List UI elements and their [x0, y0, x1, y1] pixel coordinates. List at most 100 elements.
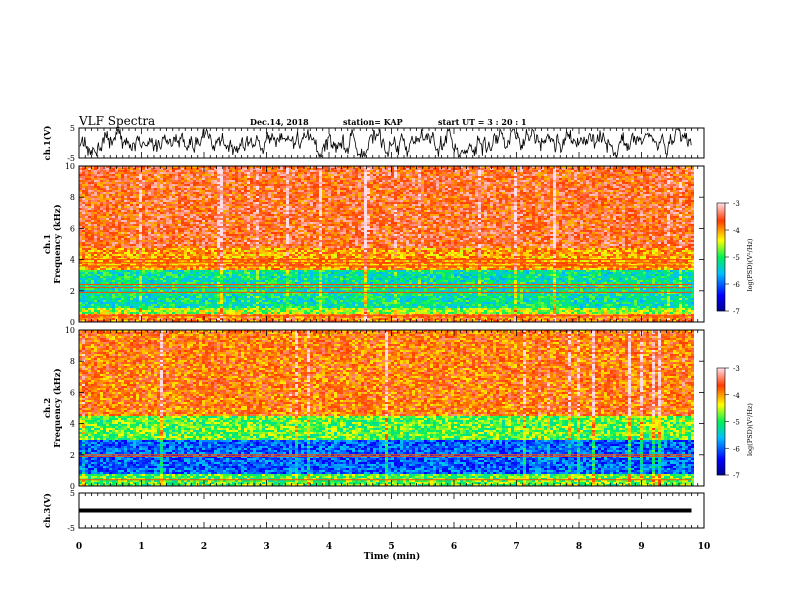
- spectrogram-cell: [253, 220, 256, 222]
- spectrogram-cell: [232, 214, 235, 216]
- spectrogram-cell: [109, 274, 112, 276]
- spectrogram-cell: [94, 294, 97, 296]
- spectrogram-cell: [235, 238, 238, 240]
- spectrogram-cell: [151, 204, 154, 206]
- spectrogram-cell: [199, 210, 202, 212]
- spectrogram-cell: [193, 220, 196, 222]
- spectrogram-cell: [199, 180, 202, 182]
- spectrogram-cell: [133, 206, 136, 208]
- spectrogram-cell: [190, 216, 193, 218]
- spectrogram-cell: [196, 250, 199, 252]
- spectrogram-cell: [205, 204, 208, 206]
- spectrogram-cell: [115, 272, 118, 274]
- spectrogram-cell: [247, 300, 250, 302]
- spectrogram-cell: [214, 210, 217, 212]
- spectrogram-cell: [157, 188, 160, 190]
- spectrogram-cell: [232, 312, 235, 314]
- spectrogram-cell: [196, 180, 199, 182]
- spectrogram-cell: [115, 270, 118, 272]
- spectrogram-cell: [208, 178, 211, 180]
- spectrogram-cell: [94, 276, 97, 278]
- spectrogram-cell: [169, 188, 172, 190]
- spectrogram-cell: [250, 222, 253, 224]
- spectrogram-cell: [103, 176, 106, 178]
- spectrogram-cell: [187, 214, 190, 216]
- spectrogram-cell: [247, 272, 250, 274]
- spectrogram-cell: [145, 232, 148, 234]
- spectrogram-cell: [196, 214, 199, 216]
- spectrogram-cell: [157, 294, 160, 296]
- spectrogram-cell: [124, 222, 127, 224]
- spectrogram-cell: [145, 238, 148, 240]
- spectrogram-cell: [262, 214, 265, 216]
- spectrogram-cell: [142, 180, 145, 182]
- spectrogram-cell: [184, 210, 187, 212]
- spectrogram-cell: [235, 306, 238, 308]
- spectrogram-cell: [139, 190, 142, 192]
- spectrogram-cell: [85, 172, 88, 174]
- spectrogram-cell: [244, 308, 247, 310]
- spectrogram-cell: [151, 212, 154, 214]
- spectrogram-cell: [130, 238, 133, 240]
- spectrogram-cell: [256, 288, 259, 290]
- spectrogram-cell: [208, 196, 211, 198]
- spectrogram-cell: [199, 278, 202, 280]
- spectrogram-cell: [127, 210, 130, 212]
- spectrogram-cell: [91, 254, 94, 256]
- spectrogram-cell: [253, 310, 256, 312]
- spectrogram-cell: [253, 256, 256, 258]
- spectrogram-cell: [220, 226, 223, 228]
- spectrogram-cell: [220, 236, 223, 238]
- spectrogram-cell: [100, 318, 103, 320]
- spectrogram-cell: [232, 198, 235, 200]
- spectrogram-cell: [151, 240, 154, 242]
- spectrogram-cell: [220, 180, 223, 182]
- spectrogram-cell: [193, 200, 196, 202]
- spectrogram-cell: [190, 232, 193, 234]
- spectrogram-cell: [187, 232, 190, 234]
- spectrogram-cell: [124, 210, 127, 212]
- spectrogram-cell: [193, 250, 196, 252]
- spectrogram-cell: [235, 250, 238, 252]
- spectrogram-cell: [85, 182, 88, 184]
- spectrogram-cell: [166, 276, 169, 278]
- spectrogram-cell: [97, 278, 100, 280]
- spectrogram-cell: [91, 192, 94, 194]
- spectrogram-cell: [175, 176, 178, 178]
- spectrogram-cell: [121, 308, 124, 310]
- spectrogram-cell: [223, 212, 226, 214]
- spectrogram-cell: [97, 196, 100, 198]
- spectrogram-cell: [145, 236, 148, 238]
- spectrogram-cell: [103, 296, 106, 298]
- spectrogram-cell: [100, 176, 103, 178]
- spectrogram-cell: [250, 290, 253, 292]
- spectrogram-cell: [88, 228, 91, 230]
- spectrogram-cell: [166, 296, 169, 298]
- spectrogram-cell: [121, 220, 124, 222]
- spectrogram-cell: [250, 218, 253, 220]
- spectrogram-cell: [145, 288, 148, 290]
- spectrogram-cell: [214, 176, 217, 178]
- spectrogram-cell: [202, 216, 205, 218]
- spectrogram-cell: [256, 246, 259, 248]
- spectrogram-cell: [130, 172, 133, 174]
- spectrogram-cell: [94, 234, 97, 236]
- spectrogram-cell: [163, 296, 166, 298]
- spectrogram-cell: [115, 220, 118, 222]
- spectrogram-cell: [139, 198, 142, 200]
- spectrogram-cell: [187, 184, 190, 186]
- spectrogram-cell: [160, 280, 163, 282]
- spectrogram-cell: [229, 256, 232, 258]
- spectrogram-cell: [175, 236, 178, 238]
- spectrogram-cell: [178, 306, 181, 308]
- spectrogram-cell: [160, 228, 163, 230]
- spectrogram-cell: [106, 252, 109, 254]
- spectrogram-cell: [223, 280, 226, 282]
- spectrogram-cell: [262, 200, 265, 202]
- spectrogram-cell: [106, 224, 109, 226]
- spectrogram-cell: [196, 202, 199, 204]
- spectrogram-cell: [250, 282, 253, 284]
- spectrogram-cell: [178, 176, 181, 178]
- spectrogram-cell: [259, 248, 262, 250]
- spectrogram-cell: [91, 230, 94, 232]
